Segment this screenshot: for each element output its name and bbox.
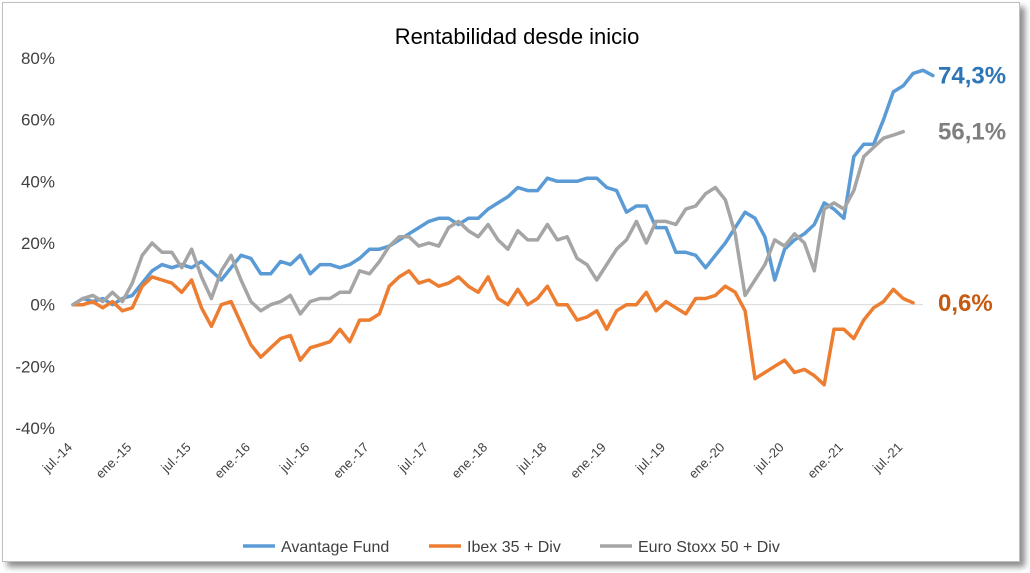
legend-label: Euro Stoxx 50 + Div xyxy=(638,539,780,556)
y-tick-label: 40% xyxy=(21,172,55,191)
x-tick-label: ene.-15 xyxy=(93,440,135,482)
x-tick-label: jul.-20 xyxy=(750,440,786,476)
x-tick-label: ene.-16 xyxy=(211,440,253,482)
end-value-label: 0,6% xyxy=(938,290,993,317)
x-tick-label: jul.-17 xyxy=(395,440,431,476)
y-tick-label: 80% xyxy=(21,49,55,68)
x-tick-label: jul.-14 xyxy=(39,440,75,476)
line-chart: Rentabilidad desde inicio 80% 60% 40% 20% 0%… xyxy=(15,24,1006,556)
x-tick-label: ene.-21 xyxy=(804,440,846,482)
series-line-euro-stoxx-50-div xyxy=(71,129,905,316)
x-tick-label: jul.-15 xyxy=(157,440,193,476)
legend-item: Euro Stoxx 50 + Div xyxy=(600,539,780,556)
y-tick-label: 20% xyxy=(21,234,55,253)
series-line-ibex-35-div xyxy=(71,269,915,387)
x-tick-label: ene.-18 xyxy=(448,440,490,482)
legend-item: Ibex 35 + Div xyxy=(429,539,561,556)
series-line-avantage-fund xyxy=(71,68,935,307)
y-axis: 80% 60% 40% 20% 0% -20% -40% xyxy=(15,49,55,438)
x-tick-label: ene.-19 xyxy=(567,440,609,482)
chart-title: Rentabilidad desde inicio xyxy=(395,24,640,49)
end-value-label: 74,3% xyxy=(938,63,1006,90)
y-tick-label: 60% xyxy=(21,111,55,130)
y-tick-label: -20% xyxy=(15,357,55,376)
chart-frame: Rentabilidad desde inicio 80% 60% 40% 20% 0%… xyxy=(2,2,1020,562)
x-tick-label: jul.-21 xyxy=(869,440,905,476)
end-labels: 74,3% 0,6% 56,1% xyxy=(938,63,1006,317)
x-axis: jul.-14 ene.-15 jul.-15 ene.-16 jul.-16 ene.-… xyxy=(39,304,923,482)
end-value-label: 56,1% xyxy=(938,119,1006,146)
x-tick-label: jul.-16 xyxy=(276,440,312,476)
y-tick-label: 0% xyxy=(30,296,55,315)
legend: Avantage Fund Ibex 35 + Div Euro Stoxx 50 … xyxy=(243,539,780,556)
x-tick-label: jul.-19 xyxy=(632,440,668,476)
legend-label: Avantage Fund xyxy=(281,539,389,556)
x-tick-label: jul.-18 xyxy=(513,440,549,476)
series-lines xyxy=(71,68,935,387)
x-tick-label: ene.-20 xyxy=(686,440,728,482)
x-tick-label: ene.-17 xyxy=(330,440,372,482)
y-tick-label: -40% xyxy=(15,419,55,438)
legend-label: Ibex 35 + Div xyxy=(467,539,561,556)
legend-item: Avantage Fund xyxy=(243,539,389,556)
